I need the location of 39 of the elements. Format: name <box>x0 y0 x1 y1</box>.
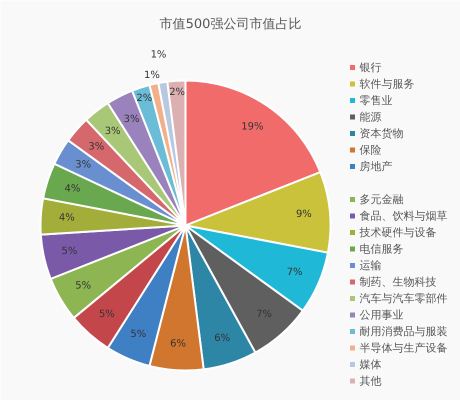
legend-label: 保险 <box>360 144 382 156</box>
legend-label: 运输 <box>360 259 382 272</box>
data-label: 19% <box>241 122 264 133</box>
legend-label: 能源 <box>360 110 382 124</box>
data-label: 2% <box>169 86 186 98</box>
legend-label: 多元金融 <box>360 193 404 206</box>
data-label: 5% <box>62 246 78 257</box>
legend-label: 媒体 <box>360 358 382 371</box>
data-label: 1% <box>144 70 160 81</box>
data-label: 1% <box>150 50 166 61</box>
legend-label: 技术硬件与设备 <box>358 226 436 239</box>
data-label: 3% <box>88 141 104 152</box>
data-label: 3% <box>104 126 121 138</box>
legend-label: 制药、生物科技 <box>360 276 436 288</box>
data-label: 6% <box>214 333 230 344</box>
legend-label: 资本货物 <box>360 127 404 140</box>
data-label: 6% <box>170 338 186 350</box>
legend-label: 公用事业 <box>360 308 404 322</box>
data-label: 5% <box>75 280 92 292</box>
legend-label: 耐用消费品与服装 <box>360 325 448 338</box>
legend-label: 汽车与汽车零部件 <box>360 292 448 305</box>
data-label: 3% <box>75 159 92 170</box>
legend-label: 零售业 <box>360 94 392 107</box>
chart-title: 市值500强公司市值占比 <box>160 17 302 32</box>
data-label: 5% <box>98 309 115 320</box>
legend-label: 软件与服务 <box>360 78 414 90</box>
data-label: 3% <box>124 114 140 126</box>
legend-label: 其他 <box>360 374 382 388</box>
data-label: 2% <box>136 93 152 104</box>
legend-label: 半导体与生产设备 <box>360 342 448 354</box>
data-label: 7% <box>286 267 303 278</box>
data-label: 9% <box>296 208 312 220</box>
legend-label: 房地产 <box>360 160 392 173</box>
data-label: 4% <box>58 212 75 224</box>
data-label: 4% <box>64 183 80 194</box>
legend-label: 银行 <box>358 61 382 74</box>
legend-label: 电信服务 <box>360 242 404 256</box>
data-label: 5% <box>130 329 146 340</box>
legend-label: 食品、饮料与烟草 <box>360 210 448 222</box>
